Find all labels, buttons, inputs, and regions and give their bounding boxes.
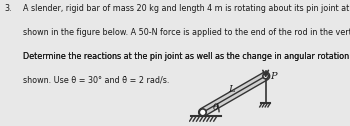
Text: θ: θ [213,103,219,113]
Text: 3.: 3. [4,4,12,13]
Text: A slender, rigid bar of mass 20 kg and length 4 m is rotating about its pin join: A slender, rigid bar of mass 20 kg and l… [23,4,350,13]
Circle shape [263,73,268,79]
Text: shown in the figure below. A 50-N force is applied to the end of the rod in the : shown in the figure below. A 50-N force … [23,28,350,37]
Text: Determine the reactions at the pin joint as well as the change in angular rotati: Determine the reactions at the pin joint… [23,52,350,61]
Text: L: L [228,85,234,94]
Text: P: P [270,72,276,81]
Circle shape [199,109,206,116]
Text: Determine the reactions at the pin joint as well as the change in angular rotati: Determine the reactions at the pin joint… [23,52,350,61]
Text: shown. Use θ = 30° and θ̇ = 2 rad/s.: shown. Use θ = 30° and θ̇ = 2 rad/s. [23,76,169,85]
